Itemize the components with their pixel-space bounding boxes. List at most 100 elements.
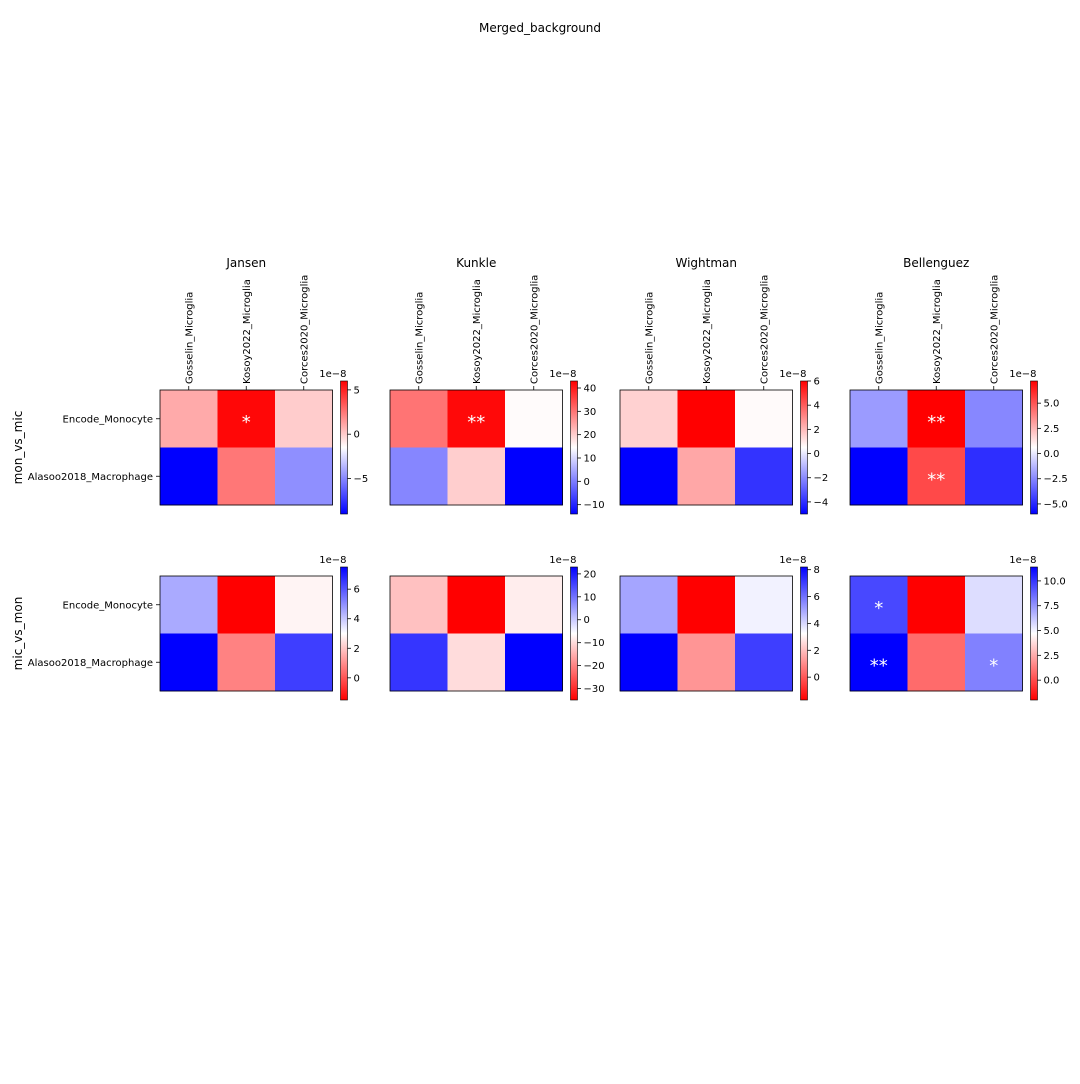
heatmap-cell	[160, 576, 218, 634]
colorbar-tick-label: 2	[354, 644, 360, 655]
heatmap-cell	[907, 576, 966, 634]
colorbar-tick-label: 4	[814, 401, 820, 412]
heatmap-cell	[850, 633, 908, 692]
significance-marker: *	[874, 598, 883, 619]
heatmap-cell	[850, 576, 908, 634]
colorbar-tick-label: −20	[584, 661, 605, 672]
column-title-wightman: Wightman	[675, 256, 737, 270]
colorbar-tick-label: 0	[354, 430, 360, 441]
colorbar	[570, 380, 578, 515]
colorbar-tick-label: 2	[814, 425, 820, 436]
heatmap-cell	[735, 390, 793, 448]
colorbar-tick-label: 0.0	[1044, 449, 1060, 460]
column-title-jansen: Jansen	[225, 256, 266, 270]
panel-frame	[159, 575, 333, 692]
colorbar-tick-label: 0	[584, 615, 590, 626]
heatmap-cell	[275, 633, 333, 692]
heatmap-cell	[447, 633, 506, 692]
panel-frame	[389, 389, 563, 506]
heatmap-cell	[850, 390, 908, 448]
heatmap-cell	[505, 447, 563, 506]
heatmap-cell	[677, 447, 736, 506]
colorbar-tick-label: 6	[354, 585, 360, 596]
colorbar-tick-label: 0	[814, 449, 820, 460]
x-tick-label: Kosoy2022_Microglia	[472, 279, 483, 384]
heatmap-cell	[217, 633, 276, 692]
y-tick-label: Alasoo2018_Macrophage	[28, 472, 153, 483]
colorbar-tick-label: −5	[354, 474, 369, 485]
heatmap-cell	[160, 633, 218, 692]
colorbar-scale-label: 1e−8	[319, 369, 346, 380]
heatmap-cell	[390, 576, 448, 634]
heatmap-cell	[160, 447, 218, 506]
colorbar-scale-label: 1e−8	[779, 369, 806, 380]
colorbar-tick-label: 20	[584, 430, 597, 441]
x-tick-label: Kosoy2022_Microglia	[242, 279, 253, 384]
colorbar-scale-label: 1e−8	[549, 369, 576, 380]
heatmap-cell	[965, 633, 1023, 692]
colorbar-tick-label: −2	[814, 473, 829, 484]
colorbar-tick-label: 6	[814, 592, 820, 603]
colorbar-tick-label: 10.0	[1044, 576, 1066, 587]
significance-marker: **	[467, 412, 485, 433]
colorbar	[800, 566, 808, 701]
x-tick-label: Gosselin_Microglia	[184, 292, 195, 384]
x-tick-label: Corces2020_Microglia	[989, 275, 1000, 384]
heatmap-cell	[275, 390, 333, 448]
heatmap-cell	[217, 390, 276, 448]
heatmap-cell	[620, 633, 678, 692]
colorbar-tick-label: 7.5	[1044, 601, 1060, 612]
colorbar-scale-label: 1e−8	[1009, 555, 1036, 566]
x-tick-label: Kosoy2022_Microglia	[932, 279, 943, 384]
significance-marker: **	[927, 469, 945, 490]
colorbar-tick-label: 5.0	[1044, 399, 1060, 410]
colorbar-tick-label: 0	[584, 477, 590, 488]
colorbar-tick-label: −30	[584, 684, 605, 695]
heatmap-cell	[390, 447, 448, 506]
row-group-label: mic_vs_mon	[11, 597, 25, 671]
colorbar-scale-label: 1e−8	[1009, 369, 1036, 380]
column-title-kunkle: Kunkle	[456, 256, 496, 270]
heatmap-cell	[677, 576, 736, 634]
panel-frame	[619, 575, 793, 692]
heatmap-cell	[217, 447, 276, 506]
colorbar-tick-label: 0.0	[1044, 676, 1060, 687]
heatmap-cell	[620, 447, 678, 506]
significance-marker: *	[242, 412, 251, 433]
heatmap-cell	[850, 447, 908, 506]
heatmap-cell	[907, 447, 966, 506]
colorbar-tick-label: −10	[584, 638, 605, 649]
heatmap-cell	[620, 390, 678, 448]
heatmap-cell	[505, 633, 563, 692]
y-tick-label: Alasoo2018_Macrophage	[28, 658, 153, 669]
panel-frame	[849, 575, 1023, 692]
x-tick-label: Corces2020_Microglia	[299, 275, 310, 384]
x-tick-label: Kosoy2022_Microglia	[702, 279, 713, 384]
colorbar	[570, 566, 578, 701]
colorbar-tick-label: 4	[814, 619, 820, 630]
heatmap-cell	[907, 390, 966, 448]
y-tick-label: Encode_Monocyte	[63, 600, 153, 611]
heatmap-cell	[965, 576, 1023, 634]
colorbar-tick-label: 20	[584, 569, 597, 580]
panel-frame	[159, 389, 333, 506]
significance-marker: **	[870, 655, 888, 676]
colorbar-tick-label: 0	[814, 673, 820, 684]
figure-title: Merged_background	[479, 21, 601, 35]
heatmap-cell	[390, 390, 448, 448]
colorbar-tick-label: 5	[354, 385, 360, 396]
significance-marker: **	[927, 412, 945, 433]
x-tick-label: Gosselin_Microglia	[414, 292, 425, 384]
colorbar-scale-label: 1e−8	[549, 555, 576, 566]
column-title-bellenguez: Bellenguez	[903, 256, 969, 270]
heatmap-cell	[275, 576, 333, 634]
colorbar-tick-label: 8	[814, 565, 820, 576]
heatmap-cell	[677, 633, 736, 692]
colorbar-tick-label: −4	[814, 497, 829, 508]
heatmap-cell	[447, 576, 506, 634]
colorbar-tick-label: 2.5	[1044, 424, 1060, 435]
heatmap-cell	[620, 576, 678, 634]
heatmap-cell	[160, 390, 218, 448]
x-tick-label: Corces2020_Microglia	[529, 275, 540, 384]
